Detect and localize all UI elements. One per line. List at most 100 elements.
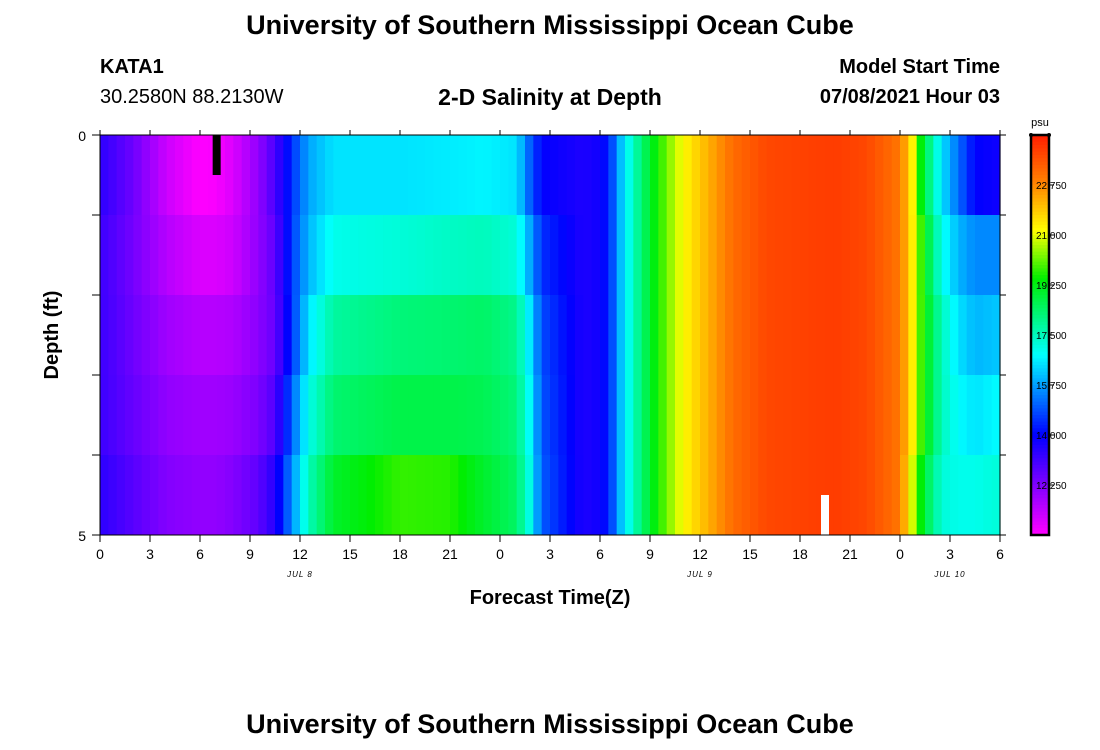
heatmap-cell (675, 215, 684, 295)
heatmap-cell (758, 215, 768, 295)
heatmap-cell (541, 135, 551, 215)
heatmap-cell (325, 375, 334, 455)
heatmap-cell (866, 215, 876, 295)
heatmap-cell (266, 375, 276, 455)
heatmap-cell (466, 295, 476, 375)
heatmap-cell (333, 455, 343, 535)
heatmap-cell (516, 295, 526, 375)
heatmap-cell (908, 135, 918, 215)
heatmap-cell (491, 215, 501, 295)
x-tick-label: 6 (196, 546, 204, 562)
colorbar-segment (1031, 408, 1049, 413)
heatmap-cell (950, 215, 959, 295)
heatmap-cell (908, 215, 918, 295)
heatmap-cell (175, 375, 184, 455)
heatmap-cell (925, 375, 934, 455)
heatmap-cell (241, 135, 251, 215)
heatmap-cell (600, 455, 609, 535)
heatmap-cell (658, 455, 668, 535)
colorbar-segment (1031, 385, 1049, 389)
heatmap-cell (883, 375, 893, 455)
colorbar-tick-label: 21.000 (1036, 231, 1067, 242)
heatmap-cell (825, 375, 834, 455)
heatmap-cell (825, 135, 834, 215)
heatmap-cell (308, 295, 318, 375)
heatmap-cells (100, 135, 1001, 535)
heatmap-cell (283, 135, 293, 215)
heatmap-cell (300, 295, 309, 375)
heatmap-cell (750, 215, 759, 295)
heatmap-cell (500, 215, 509, 295)
heatmap-cell (266, 135, 276, 215)
heatmap-cell (650, 215, 659, 295)
heatmap-cell (841, 455, 851, 535)
heatmap-cell (558, 375, 568, 455)
x-tick-label: 12 (692, 546, 708, 562)
heatmap-cell (933, 135, 943, 215)
heatmap-cell (783, 455, 793, 535)
x-axis-label: Forecast Time(Z) (470, 587, 631, 609)
heatmap-cell (641, 455, 651, 535)
y-axis-label: Depth (ft) (41, 291, 63, 380)
heatmap-cell (266, 215, 276, 295)
model-start-value: 07/08/2021 Hour 03 (819, 86, 1000, 108)
heatmap-cell (741, 295, 751, 375)
heatmap-cell (241, 455, 251, 535)
heatmap-cell (541, 375, 551, 455)
colorbar-segment (1031, 341, 1049, 346)
heatmap-cell (700, 455, 709, 535)
colorbar-segment (1031, 148, 1049, 153)
x-tick-label: 18 (792, 546, 808, 562)
heatmap-cell (250, 295, 259, 375)
heatmap-cell (150, 135, 159, 215)
heatmap-cell (966, 135, 976, 215)
heatmap-cell (558, 135, 568, 215)
heatmap-cell (833, 215, 843, 295)
heatmap-cell (275, 215, 284, 295)
heatmap-cell (216, 375, 226, 455)
colorbar-tick-label: 15.750 (1036, 381, 1067, 392)
heatmap-cell (666, 215, 676, 295)
heatmap-cell (875, 295, 884, 375)
heatmap-cell (916, 455, 926, 535)
heatmap-cell (183, 215, 193, 295)
colorbar-segment (1031, 515, 1049, 519)
heatmap-cell (808, 375, 818, 455)
heatmap-cell (125, 375, 134, 455)
heatmap-cell (900, 215, 909, 295)
colorbar-tick-label: 14.000 (1036, 431, 1067, 442)
heatmap-cell (316, 135, 326, 215)
heatmap-cell (125, 295, 134, 375)
colorbar-segment (1031, 388, 1049, 393)
heatmap-cell (975, 375, 984, 455)
heatmap-cell (500, 455, 509, 535)
heatmap-cell (375, 135, 384, 215)
heatmap-cell (466, 455, 476, 535)
heatmap-cell (608, 455, 618, 535)
colorbar-segment (1031, 228, 1049, 233)
heatmap-cell (650, 295, 659, 375)
heatmap-cell (475, 455, 484, 535)
heatmap-cell (708, 295, 718, 375)
heatmap-cell (641, 295, 651, 375)
heatmap-cell (900, 295, 909, 375)
colorbar-tick-label: 22.750 (1036, 181, 1067, 192)
heatmap-cell (758, 455, 768, 535)
heatmap-cell (383, 375, 393, 455)
heatmap-cell (233, 455, 243, 535)
heatmap-cell (600, 375, 609, 455)
heatmap-cell (300, 215, 309, 295)
heatmap-cell (933, 215, 943, 295)
heatmap-cell (333, 215, 343, 295)
heatmap-cell (658, 375, 668, 455)
colorbar-segment (1031, 511, 1049, 516)
colorbar-segment (1031, 188, 1049, 193)
heatmap-cell (975, 215, 984, 295)
heatmap-cell (925, 295, 934, 375)
heatmap-cell (158, 295, 168, 375)
heatmap-cell (450, 375, 459, 455)
heatmap-cell (325, 295, 334, 375)
colorbar-segment (1031, 231, 1049, 236)
heatmap-cell (391, 135, 401, 215)
heatmap-cell (341, 455, 351, 535)
